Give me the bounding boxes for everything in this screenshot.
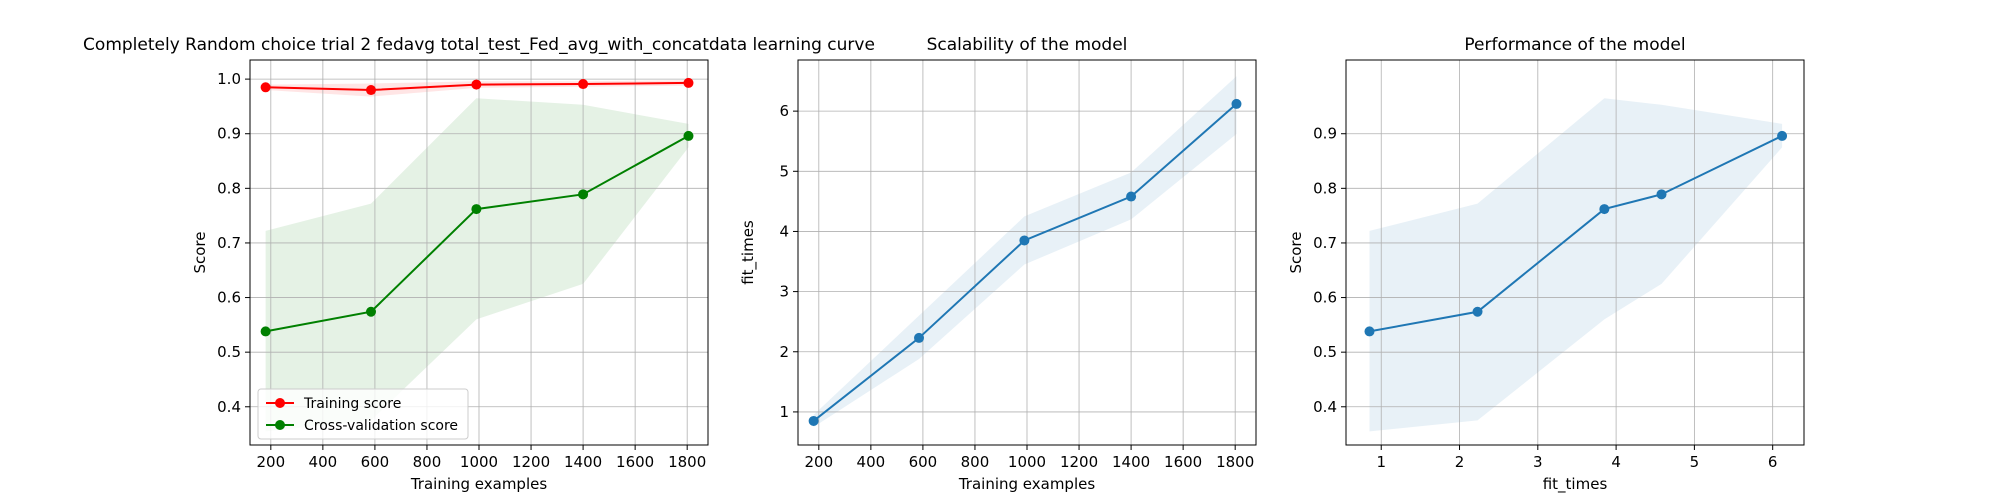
- scalability-panel: 200 400 600 800 1000 1200 1400 1600 1800 1 2 3 4 5 6 S…: [739, 35, 1257, 493]
- y-tick-label: 0.4: [217, 398, 241, 416]
- legend-label-cross-validation-score: Cross-validation score: [304, 418, 458, 434]
- legend-marker-cross-validation-score: [275, 420, 285, 430]
- learning-curve-panel: 200 400 600 800 1000 1200 1400 1600 18000.40.50.…: [83, 35, 875, 493]
- x-tick-label: 200: [256, 453, 285, 471]
- data-point: [1019, 235, 1030, 246]
- y-tick-label: 0.7: [1313, 234, 1337, 252]
- performance-title: Performance of the model: [1464, 35, 1685, 55]
- performance-y-axis-label: Score: [1287, 231, 1305, 273]
- x-tick-label: 6: [1768, 453, 1778, 471]
- scalability-title: Scalability of the model: [927, 35, 1128, 55]
- x-tick-label: 800: [413, 453, 442, 471]
- learning-curve-grid: [250, 60, 708, 445]
- legend-label-training-score: Training score: [303, 396, 401, 412]
- y-tick-label: 1: [779, 403, 789, 421]
- x-tick-label: 1800: [668, 453, 706, 471]
- y-tick-label: 3: [779, 283, 789, 301]
- data-point: [914, 332, 925, 343]
- y-tick-label: 2: [779, 343, 789, 361]
- x-tick-label: 1000: [1008, 453, 1046, 471]
- data-point: [1364, 326, 1375, 337]
- x-tick-label: 3: [1533, 453, 1543, 471]
- x-tick-label: 4: [1611, 453, 1621, 471]
- y-tick-label: 0.9: [217, 125, 241, 143]
- data-point: [366, 306, 377, 317]
- y-tick-label: 0.6: [1313, 289, 1337, 307]
- x-tick-label: 600: [361, 453, 390, 471]
- y-tick-label: 0.4: [1313, 398, 1337, 416]
- x-tick-label: 200: [804, 453, 833, 471]
- legend-marker-training-score: [275, 398, 285, 408]
- x-tick-label: 1400: [564, 453, 602, 471]
- x-tick-label: 1600: [616, 453, 654, 471]
- x-tick-label: 1600: [1164, 453, 1202, 471]
- learning-curve-ticks: 200 400 600 800 1000 1200 1400 1600 1800 0.4 0.5 0.…: [217, 70, 706, 471]
- performance-panel: 1 2 3 4 5 6 0.4 0.5 0.6 0.7 0.8 0.9 Performance of …: [1287, 35, 1805, 494]
- y-tick-label: 4: [779, 222, 789, 240]
- performance-series: [1364, 130, 1788, 337]
- data-point: [808, 415, 819, 426]
- performance-x-axis-label: fit_times: [1543, 475, 1608, 494]
- x-tick-label: 800: [961, 453, 990, 471]
- x-tick-label: 600: [909, 453, 938, 471]
- y-tick-label: 0.7: [217, 234, 241, 252]
- learning-curve-y-axis-label: Score: [191, 231, 209, 273]
- performance-axes-frame: [1345, 59, 1805, 446]
- x-tick-label: 1000: [460, 453, 498, 471]
- data-point: [1599, 204, 1610, 215]
- x-tick-label: 1400: [1112, 453, 1150, 471]
- learning-curve-x-axis-label: Training examples: [410, 475, 548, 493]
- performance-grid: [1346, 60, 1804, 445]
- scalability-grid: [798, 60, 1256, 445]
- y-tick-label: 6: [779, 102, 789, 120]
- data-point: [683, 77, 694, 88]
- data-point: [471, 79, 482, 90]
- data-point: [578, 79, 589, 90]
- learning-curve-title: Completely Random choice trial 2 fedavg …: [83, 35, 875, 55]
- y-tick-label: 1.0: [217, 70, 241, 88]
- y-tick-label: 0.5: [1313, 343, 1337, 361]
- scalability-y-axis-label: fit_times: [739, 220, 758, 285]
- x-tick-label: 2: [1455, 453, 1465, 471]
- data-point: [683, 130, 694, 141]
- x-tick-label: 5: [1690, 453, 1700, 471]
- scalability-ticks: 200 400 600 800 1000 1200 1400 1600 1800 1 2 3 4 5 6: [779, 102, 1254, 471]
- scalability-x-axis-label: Training examples: [958, 475, 1096, 493]
- data-point: [578, 189, 589, 200]
- data-point: [1656, 189, 1667, 200]
- y-tick-label: 0.6: [217, 289, 241, 307]
- x-tick-label: 1: [1376, 453, 1386, 471]
- learning-curve-legend: Training score Cross-validation score: [257, 388, 469, 440]
- x-tick-label: 400: [857, 453, 886, 471]
- learning-curve-series: [260, 77, 694, 337]
- data-point: [1777, 130, 1788, 141]
- y-tick-label: 0.9: [1313, 125, 1337, 143]
- y-tick-label: 0.8: [217, 179, 241, 197]
- x-tick-label: 1200: [1060, 453, 1098, 471]
- data-point: [1472, 306, 1483, 317]
- performance-ticks: 1 2 3 4 5 6 0.4 0.5 0.6 0.7 0.8 0.9: [1313, 125, 1777, 471]
- data-point: [1126, 191, 1137, 202]
- x-tick-label: 400: [309, 453, 338, 471]
- data-point: [260, 82, 271, 93]
- y-tick-label: 0.5: [217, 343, 241, 361]
- performance-bands: [1369, 98, 1783, 432]
- x-tick-label: 1200: [512, 453, 550, 471]
- confidence-band: [1369, 98, 1783, 432]
- y-tick-label: 5: [779, 162, 789, 180]
- legend-box: [257, 388, 469, 440]
- x-tick-label: 1800: [1216, 453, 1254, 471]
- data-point: [471, 204, 482, 215]
- scalability-series: [808, 98, 1242, 426]
- data-point: [260, 326, 271, 337]
- y-tick-label: 0.8: [1313, 179, 1337, 197]
- data-point: [1231, 98, 1242, 109]
- data-point: [366, 85, 377, 96]
